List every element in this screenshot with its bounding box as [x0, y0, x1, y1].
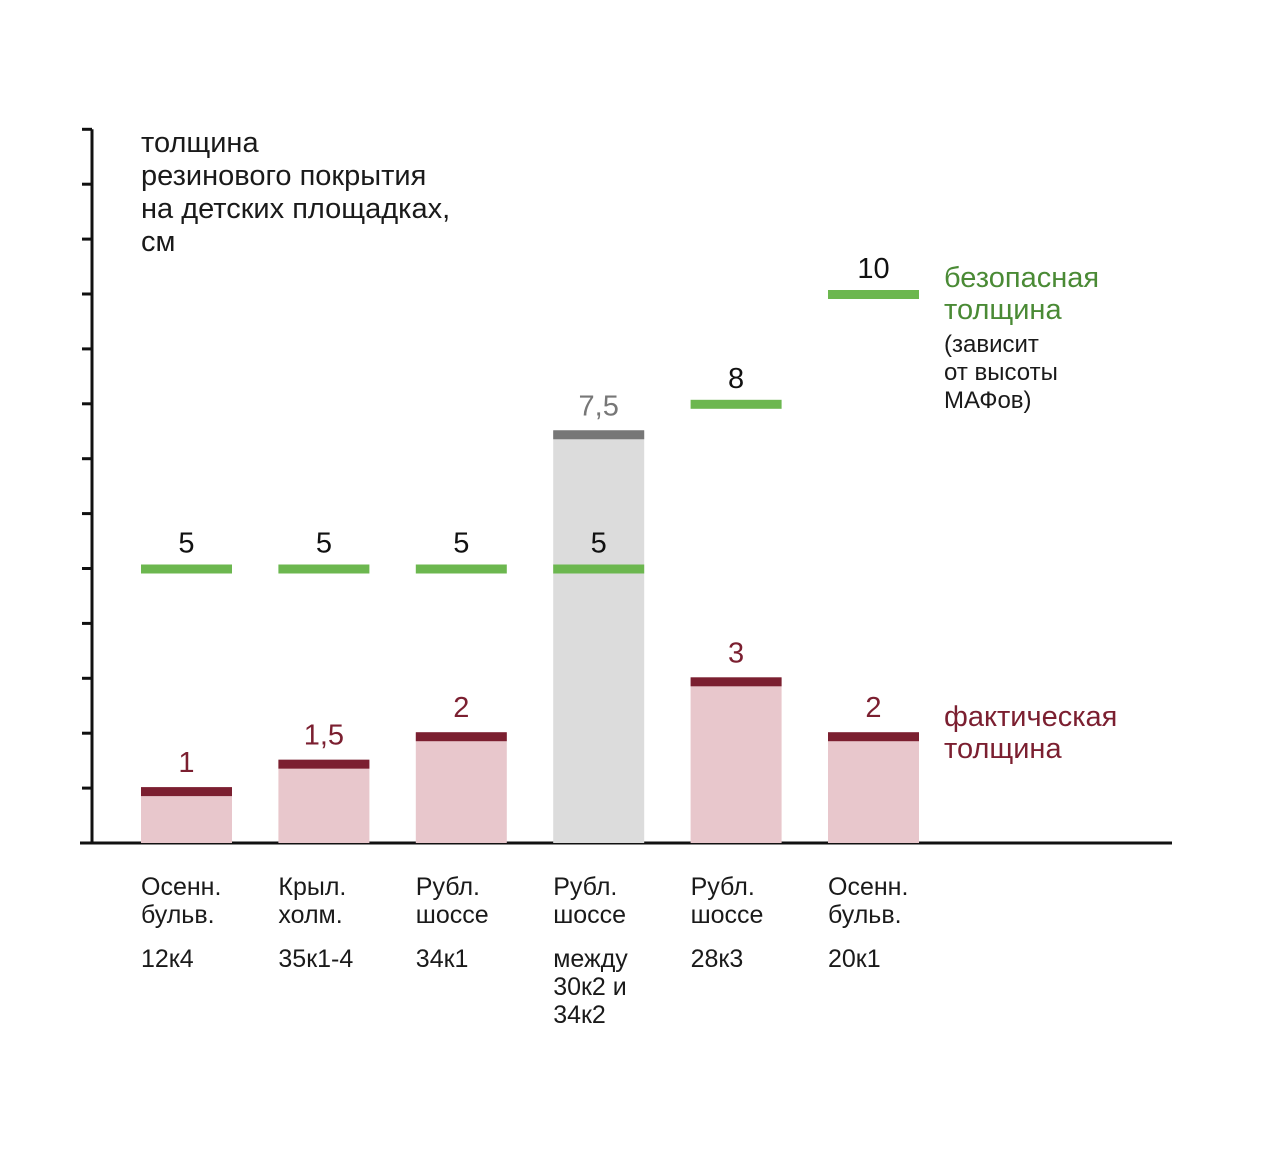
category-address-label: 20к1	[828, 945, 881, 973]
category-name-label: шоссе	[416, 901, 489, 929]
value-labels-layer: 1 5 1,5 5 2 5 7,5 5 3 8 2 10	[178, 253, 889, 779]
category-name-label: бульв.	[141, 901, 215, 929]
actual-value-label: 2	[453, 692, 469, 724]
category-name-label: холм.	[278, 901, 342, 929]
category-name-label: Рубл.	[416, 873, 480, 901]
category-name-label: шоссе	[553, 901, 626, 929]
actual-bar	[690, 678, 782, 843]
chart-title-line: толщина	[141, 127, 259, 159]
safe-threshold-line	[278, 564, 370, 574]
safe-value-label: 5	[591, 528, 607, 560]
bars-layer	[141, 430, 919, 843]
actual-bar	[141, 788, 232, 843]
safe-threshold-line	[828, 290, 919, 299]
safe-value-label: 5	[178, 528, 194, 560]
legend-actual-label: толщина	[944, 733, 1062, 765]
category-name-label: Крыл.	[278, 873, 346, 901]
actual-bar-top	[141, 787, 232, 797]
actual-bar-top	[553, 430, 645, 440]
actual-value-label: 1,5	[304, 720, 344, 752]
category-name-label: шоссе	[691, 901, 764, 929]
safe-threshold-line	[690, 399, 782, 409]
legend-safe-note: от высоты	[944, 359, 1058, 386]
category-address-label: 12к4	[141, 945, 194, 973]
chart-title-line: на детских площадках,	[141, 193, 450, 225]
category-address-label: 34к2	[553, 1001, 606, 1029]
safe-threshold-line	[415, 564, 507, 574]
actual-bar-top	[278, 759, 370, 769]
legend-safe-label: безопасная	[944, 262, 1099, 294]
category-address-label: 28к3	[691, 945, 744, 973]
actual-bar	[278, 760, 370, 843]
safe-value-label: 5	[316, 528, 332, 560]
category-name-label: Рубл.	[553, 873, 617, 901]
category-address-label: 35к1-4	[278, 945, 353, 973]
category-address-label: 30к2 и	[553, 973, 627, 1001]
safe-threshold-line	[141, 564, 232, 574]
legend-actual-label: фактическая	[944, 701, 1117, 733]
category-name-label: Рубл.	[691, 873, 755, 901]
category-address-label: между	[553, 945, 628, 973]
actual-value-label: 2	[865, 692, 881, 724]
actual-bar	[828, 733, 919, 843]
safe-value-label: 5	[453, 528, 469, 560]
actual-value-label: 3	[728, 637, 744, 669]
legend-safe-label: толщина	[944, 294, 1062, 326]
chart-title-line: резинового покрытия	[141, 160, 426, 192]
chart-title-line: см	[141, 226, 175, 258]
category-name-label: Осенн.	[141, 873, 221, 901]
safe-threshold-line	[553, 564, 645, 574]
category-name-label: Осенн.	[828, 873, 908, 901]
actual-bar-top	[415, 732, 507, 742]
actual-bar-top	[690, 677, 782, 687]
actual-bar	[553, 431, 645, 843]
category-address-label: 34к1	[416, 945, 469, 973]
safe-value-label: 8	[728, 363, 744, 395]
actual-bar	[415, 733, 507, 843]
legend-safe-note: МАФов)	[944, 387, 1032, 414]
actual-bar-top	[828, 732, 919, 742]
category-labels-layer: Осенн.бульв.12к4Крыл.холм.35к1-4Рубл.шос…	[141, 873, 908, 1029]
legend-safe-note: (зависит	[944, 331, 1039, 358]
axes	[80, 127, 1172, 845]
safe-lines-layer	[141, 290, 919, 574]
actual-value-label: 1	[178, 747, 194, 779]
category-name-label: бульв.	[828, 901, 902, 929]
actual-value-label: 7,5	[579, 390, 619, 422]
safe-value-label: 10	[857, 253, 889, 285]
